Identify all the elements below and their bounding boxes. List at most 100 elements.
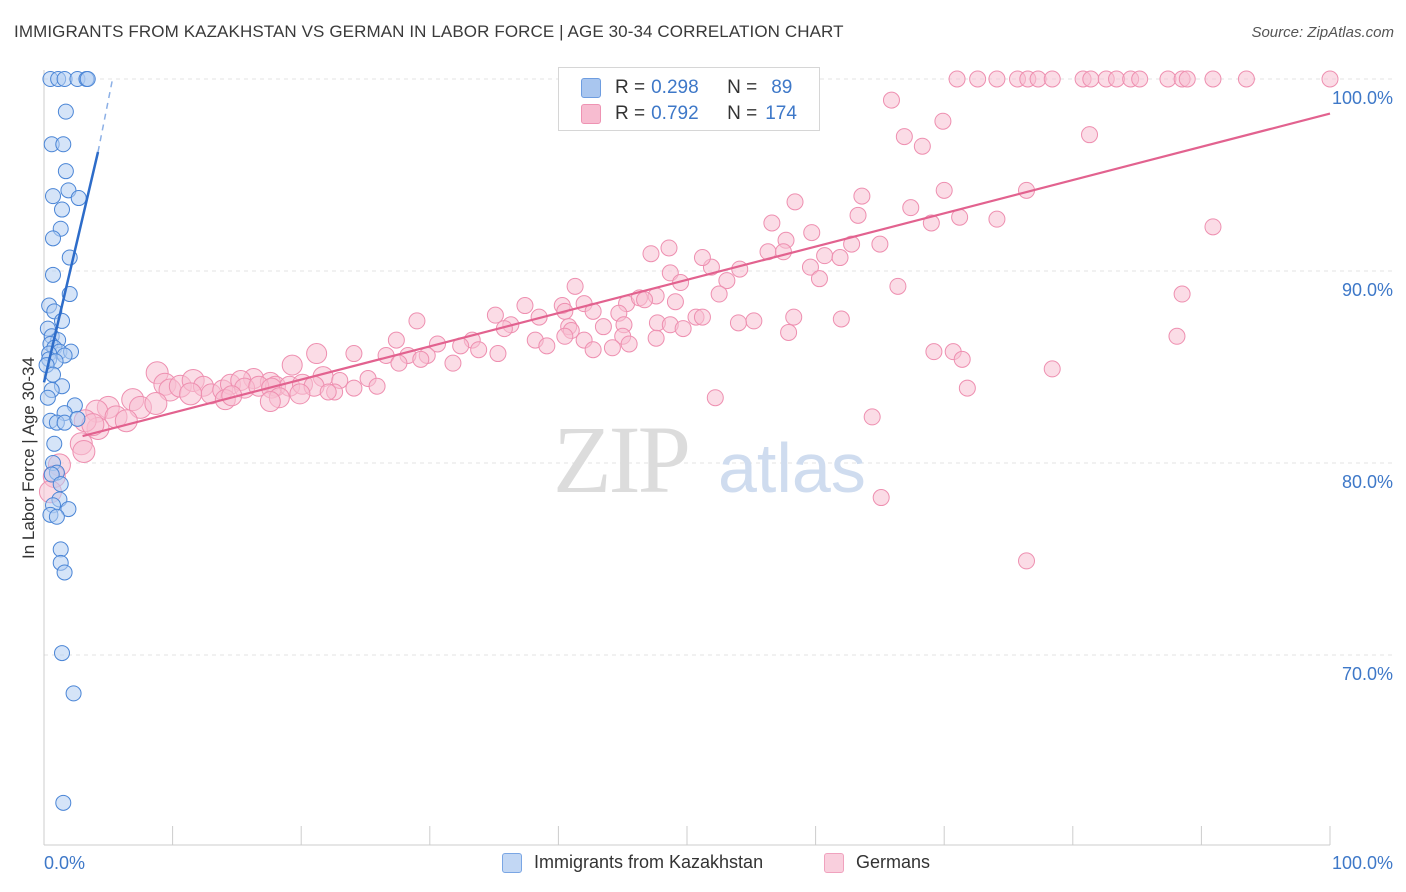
y-tick-label: 70.0% [1342, 664, 1393, 684]
point-germans [620, 335, 638, 353]
legend-r-label: R = [615, 77, 646, 98]
point-germans [674, 320, 692, 338]
point-germans [412, 350, 430, 368]
point-germans [584, 341, 602, 359]
point-kazakhstan [45, 230, 62, 247]
point-germans [693, 249, 711, 267]
point-germans [642, 245, 660, 263]
trend-line-germans [82, 112, 1331, 438]
point-germans [729, 314, 747, 332]
bottom-legend-swatch-germans [824, 852, 844, 873]
point-germans [516, 297, 534, 315]
bottom-legend-label: Immigrants from Kazakhstan [534, 852, 764, 872]
point-germans [969, 70, 987, 88]
point-germans [1082, 70, 1100, 88]
point-germans [1178, 70, 1196, 88]
point-germans [913, 137, 931, 155]
point-germans [486, 306, 504, 324]
point-kazakhstan [54, 645, 71, 662]
axes [43, 70, 1331, 846]
point-germans [387, 331, 405, 349]
point-germans [72, 439, 96, 463]
point-germans [863, 408, 881, 426]
point-germans [872, 489, 890, 507]
legend-n-label: N = [727, 77, 758, 98]
series-germans [38, 70, 1339, 570]
point-kazakhstan [52, 541, 69, 558]
point-germans [731, 260, 749, 278]
point-germans [1043, 70, 1061, 88]
point-germans [114, 409, 138, 433]
watermark-atlas: atlas [718, 429, 866, 507]
point-germans [710, 285, 728, 303]
point-germans [801, 258, 819, 276]
trend-lines [42, 80, 1331, 438]
point-germans [882, 91, 900, 109]
legend-swatch-germans [581, 104, 601, 124]
point-germans [763, 214, 781, 232]
point-germans [853, 187, 871, 205]
point-kazakhstan [48, 508, 65, 525]
source-note: Source: ZipAtlas.com [1251, 24, 1394, 41]
bottom-legend-germans: Germans [824, 852, 930, 873]
gridlines [44, 78, 1392, 656]
watermark: ZIP atlas [553, 406, 866, 513]
point-germans [780, 323, 798, 341]
point-germans [1173, 285, 1191, 303]
point-germans [935, 181, 953, 199]
point-germans [368, 377, 386, 395]
legend-row-kazakhstan: R = 0.298 N = 89 [581, 76, 792, 100]
point-germans [803, 224, 821, 242]
x-tick-label: 100.0% [1332, 853, 1393, 873]
point-germans [958, 379, 976, 397]
point-germans [895, 128, 913, 146]
legend-swatch-kazakhstan [581, 78, 601, 98]
point-germans [843, 235, 861, 253]
trend-extension-kazakhstan [97, 80, 113, 153]
point-germans [647, 329, 665, 347]
legend-row-germans: R = 0.792 N = 174 [581, 102, 797, 126]
y-tick-label: 80.0% [1342, 472, 1393, 492]
point-germans [1321, 70, 1339, 88]
point-kazakhstan [45, 188, 62, 205]
point-germans [988, 210, 1006, 228]
point-kazakhstan [45, 266, 62, 283]
point-germans [785, 308, 803, 326]
point-germans [390, 354, 408, 372]
point-germans [179, 382, 203, 406]
point-germans [1043, 360, 1061, 378]
series-kazakhstan [38, 71, 96, 811]
point-kazakhstan [70, 190, 87, 207]
y-tick-label: 100.0% [1332, 88, 1393, 108]
point-kazakhstan [79, 71, 96, 87]
point-germans [306, 343, 328, 365]
legend-r-value: 0.792 [651, 103, 699, 124]
point-germans [666, 293, 684, 311]
point-germans [889, 277, 907, 295]
point-germans [1237, 70, 1255, 88]
point-germans [871, 235, 889, 253]
point-germans [718, 272, 736, 290]
point-germans [660, 239, 678, 257]
bottom-legend-kazakhstan: Immigrants from Kazakhstan [502, 852, 763, 873]
point-germans [745, 312, 763, 330]
point-germans [1131, 70, 1149, 88]
point-germans [538, 337, 556, 355]
point-germans [1029, 70, 1047, 88]
point-kazakhstan [60, 501, 77, 518]
point-germans [934, 112, 952, 130]
point-kazakhstan [55, 136, 72, 153]
stats-legend: R = 0.298 N = 89 R = 0.792 N = 174 [558, 67, 820, 131]
point-germans [831, 249, 849, 267]
point-germans [1159, 70, 1177, 88]
y-tick-label: 90.0% [1342, 280, 1393, 300]
point-germans [1168, 327, 1186, 345]
point-germans [953, 350, 971, 368]
legend-r-value: 0.298 [651, 77, 699, 98]
trend-line-kazakhstan [42, 151, 100, 383]
point-germans [988, 70, 1006, 88]
point-germans [1018, 552, 1036, 570]
point-kazakhstan [46, 435, 63, 452]
point-kazakhstan [65, 685, 82, 702]
point-kazakhstan [56, 564, 73, 581]
